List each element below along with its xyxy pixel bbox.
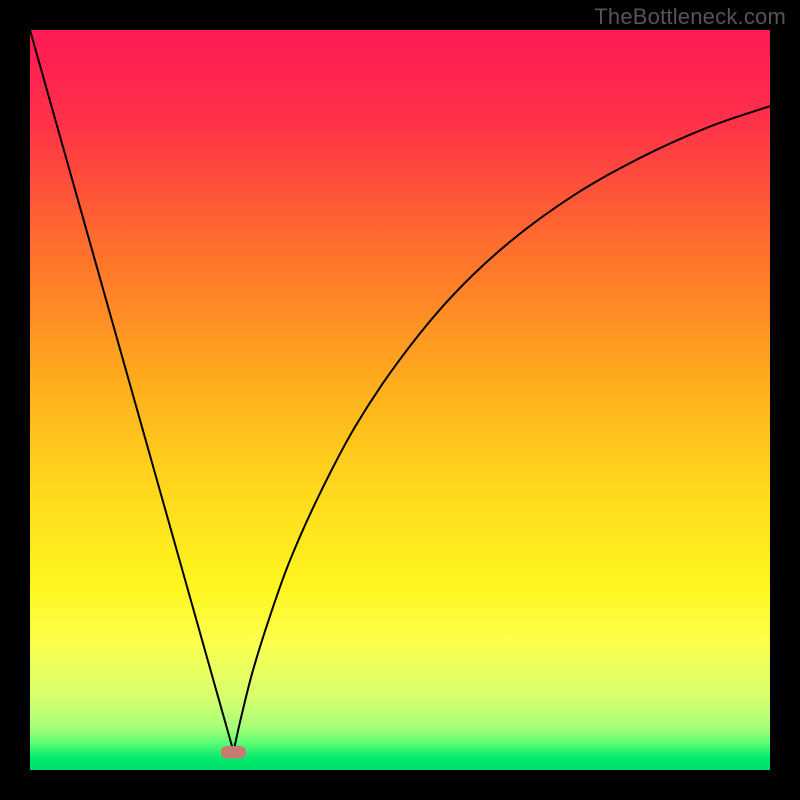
curve-right-segment	[234, 106, 771, 751]
chart-curve-layer	[30, 30, 770, 770]
watermark-text: TheBottleneck.com	[594, 4, 786, 30]
chart-area	[30, 30, 770, 770]
curve-left-segment	[30, 30, 234, 752]
outer-frame: TheBottleneck.com	[0, 0, 800, 800]
vertex-marker	[221, 746, 246, 759]
